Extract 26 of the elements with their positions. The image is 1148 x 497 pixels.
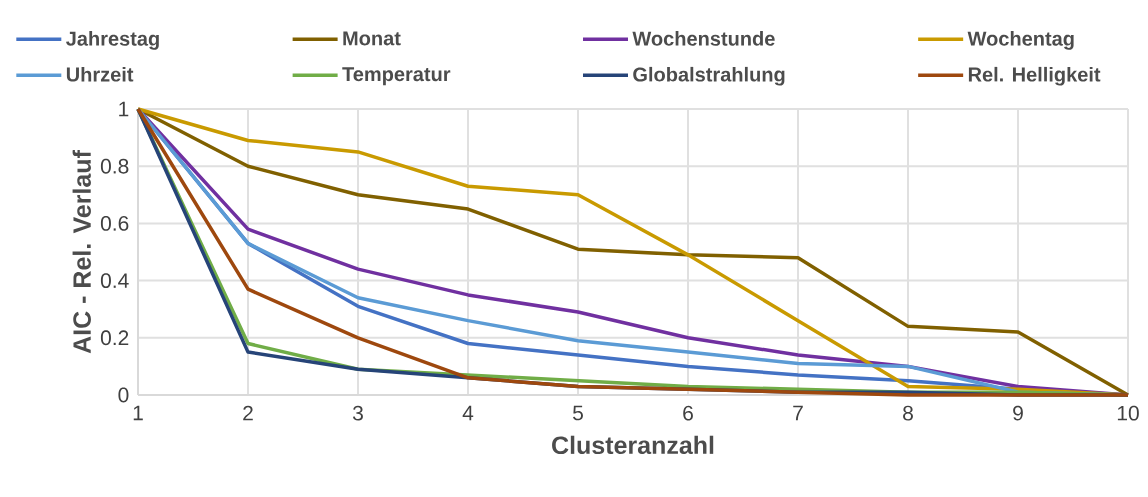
y-tick-label: 0.2 [100,330,129,346]
legend-label: Rel. Helligkeit [968,66,1101,86]
y-tick-label: 0 [118,387,129,403]
y-tick-label: 0.6 [100,215,129,231]
x-tick-label: 5 [573,405,583,421]
x-tick-label: 10 [1117,405,1139,421]
x-tick-label: 8 [903,405,913,421]
x-tick-label: 4 [462,405,474,421]
y-axis-title: AIC - Rel. Verlauf [72,150,91,354]
x-tick-label: 6 [683,405,693,421]
y-tick-label: 0.4 [100,273,129,289]
x-axis-title: Clusteranzahl [552,435,714,455]
legend-label: Jahrestag [66,31,159,50]
x-tick-label: 9 [1013,405,1023,421]
x-tick-label: 2 [243,405,253,421]
legend-label: Monat [343,31,401,46]
legend-label: Globalstrahlung [633,66,785,86]
x-tick-label: 3 [352,405,363,421]
legend-label: Temperatur [342,67,451,86]
y-tick-label: 0.8 [100,158,129,174]
x-tick-label: 7 [793,405,803,421]
legend-label: Uhrzeit [66,66,134,82]
legend-label: Wochentag [967,31,1074,50]
x-tick-label: 1 [133,405,143,421]
y-tick-label: 1 [119,101,129,117]
legend-label: Wochenstunde [632,31,775,46]
